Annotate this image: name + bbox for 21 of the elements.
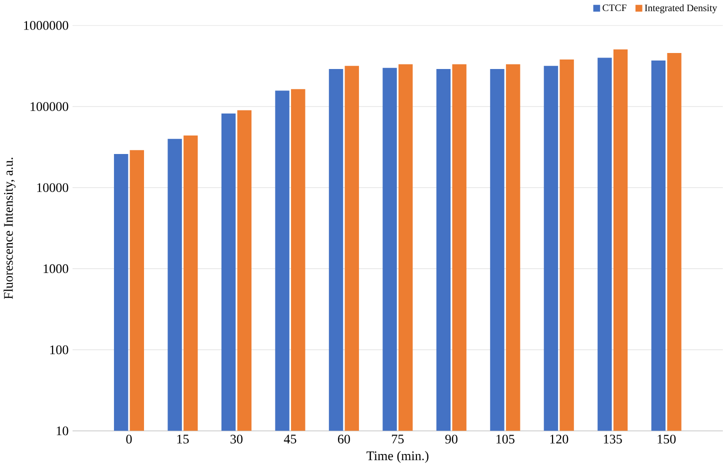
x-tick-label: 15 <box>177 434 189 444</box>
x-axis-title: Time (min.) <box>366 451 428 464</box>
x-tick-label: 60 <box>338 434 350 444</box>
y-tick-label: 10 <box>56 426 68 436</box>
legend-label: CTCF <box>602 4 626 12</box>
x-tick-label: 105 <box>496 434 514 444</box>
x-tick-label: 0 <box>126 434 132 444</box>
x-tick-label: 30 <box>230 434 242 444</box>
y-tick-label: 1000000 <box>24 21 68 30</box>
x-tick-label: 150 <box>658 434 676 444</box>
y-tick-label: 1000 <box>44 264 68 274</box>
x-tick-label: 90 <box>445 434 458 444</box>
x-tick-label: 135 <box>604 434 622 444</box>
legend-label: Integrated Density <box>644 4 718 14</box>
y-axis-title: Fluorescence Intensity, a.u. <box>4 158 16 300</box>
x-tick-label: 45 <box>284 434 296 444</box>
x-tick-label: 120 <box>550 434 568 444</box>
y-tick-label: 100 <box>50 346 68 354</box>
y-tick-label: 100000 <box>30 102 68 112</box>
y-tick-label: 10000 <box>37 183 68 192</box>
x-tick-label: 75 <box>392 434 404 444</box>
